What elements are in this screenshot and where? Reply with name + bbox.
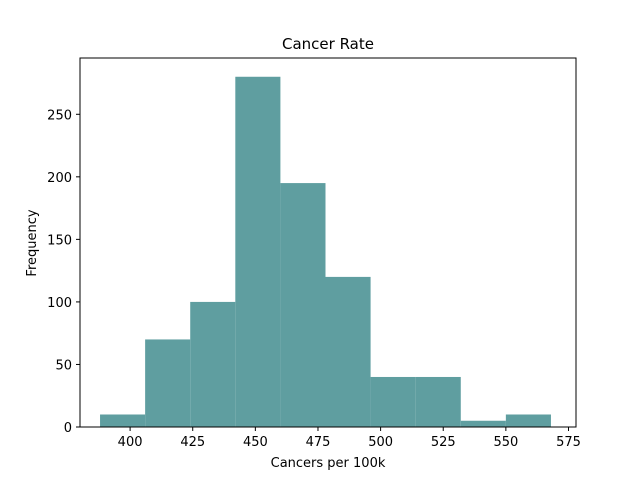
x-tick-label: 525 (431, 435, 456, 450)
x-tick-label: 550 (493, 435, 518, 450)
histogram-bar (370, 376, 416, 427)
chart-title: Cancer Rate (282, 35, 374, 53)
histogram-bar (325, 276, 371, 427)
x-tick-label: 475 (306, 435, 331, 450)
y-axis: 0 50 100 150 200 250 (47, 108, 80, 436)
histogram-bar (100, 414, 146, 427)
x-tick-label: 575 (556, 435, 581, 450)
histogram-bar (235, 76, 281, 428)
histogram-bar (280, 183, 326, 427)
y-tick-label: 50 (55, 358, 72, 373)
plot-frame (79, 57, 577, 428)
histogram-bar (145, 339, 191, 427)
y-axis-label: Frequency (25, 209, 40, 276)
y-tick-label: 250 (47, 108, 72, 123)
y-tick-label: 100 (47, 296, 72, 311)
x-tick-label: 450 (243, 435, 268, 450)
histogram-bar (505, 414, 551, 427)
bars-group (100, 76, 551, 428)
x-tick-label: 400 (118, 435, 143, 450)
y-tick-label: 0 (64, 421, 72, 436)
histogram-bar (190, 301, 236, 427)
histogram-bar (415, 376, 461, 427)
y-tick-label: 200 (47, 171, 72, 186)
x-tick-label: 500 (368, 435, 393, 450)
histogram-bar (460, 420, 506, 427)
y-tick-label: 150 (47, 233, 72, 248)
x-axis-label: Cancers per 100k (271, 456, 386, 471)
x-tick-label: 425 (180, 435, 205, 450)
x-axis: 400 425 450 475 500 525 550 575 (118, 427, 581, 450)
